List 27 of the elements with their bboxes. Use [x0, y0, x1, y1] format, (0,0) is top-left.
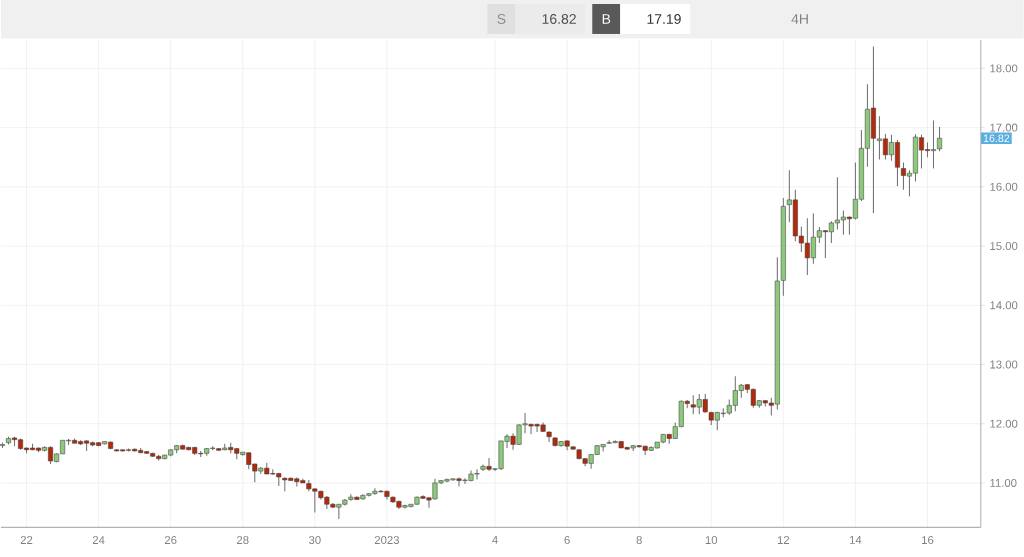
- y-tick-label: 18.00: [990, 64, 1018, 73]
- text: 4H: [791, 14, 808, 24]
- x-tick-label: 6: [564, 535, 570, 544]
- x-tick-label: 26: [164, 535, 177, 544]
- x-tick-label: 16: [922, 535, 934, 544]
- x-tick-label: 22: [20, 535, 33, 544]
- text: 16.82: [542, 13, 576, 24]
- x-tick-label: 8: [636, 535, 642, 544]
- x-tick-label: 30: [308, 535, 321, 544]
- y-tick-label: 11.00: [990, 478, 1017, 487]
- y-tick-label: 15.00: [990, 241, 1018, 250]
- text: B: [602, 14, 611, 24]
- y-tick-label: 13.00: [990, 360, 1018, 369]
- x-tick-label: 14: [849, 535, 862, 544]
- y-tick-label: 12.00: [990, 419, 1018, 428]
- x-tick-label: 2023: [374, 535, 400, 544]
- text: 17.19: [647, 13, 681, 24]
- x-tick-label: 10: [705, 535, 718, 544]
- annotation: 16.82: [983, 134, 1010, 142]
- x-tick-label: 4: [492, 535, 498, 544]
- x-tick-label: 12: [777, 535, 790, 544]
- x-tick-label: 24: [92, 535, 105, 544]
- x-tick-label: 28: [237, 535, 249, 544]
- y-tick-label: 14.00: [990, 301, 1018, 310]
- text: S: [497, 13, 506, 24]
- y-tick-label: 17.00: [990, 123, 1018, 132]
- y-tick-label: 16.00: [990, 182, 1018, 191]
